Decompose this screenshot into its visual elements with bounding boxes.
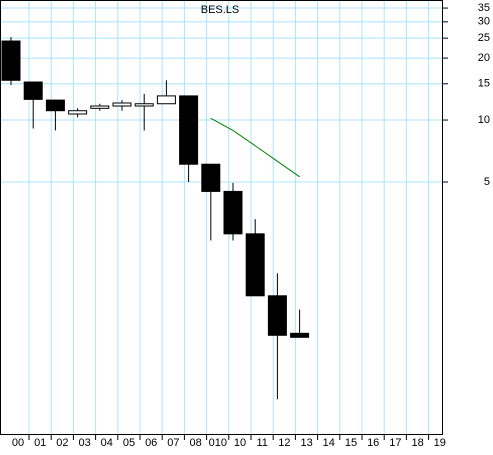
x-tick-label: 12	[278, 437, 290, 449]
x-tick-label: 03	[78, 437, 90, 449]
candle-body	[267, 295, 287, 336]
x-tick-label: 15	[345, 437, 357, 449]
x-tick-label: 19	[434, 437, 446, 449]
candle-body	[68, 110, 88, 115]
x-tick-label: 06	[145, 437, 157, 449]
x-tick-label: 05	[123, 437, 135, 449]
x-tick-label: 17	[389, 437, 401, 449]
x-tick-label: 04	[101, 437, 113, 449]
x-tick-label: 08	[189, 437, 201, 449]
plot-area	[0, 0, 443, 435]
candle-body	[134, 103, 154, 107]
candle-body	[90, 105, 110, 109]
candle-body	[156, 95, 176, 105]
chart-title: BES.LS	[201, 4, 240, 16]
y-tick-label: 30	[478, 16, 490, 28]
y-tick-label: 10	[478, 114, 490, 126]
candle-body	[1, 40, 21, 81]
y-tick-label: 15	[478, 78, 490, 90]
candle-body	[112, 102, 132, 107]
x-tick-label: 18	[411, 437, 423, 449]
x-tick-label: 11	[256, 437, 267, 449]
candle-body	[23, 81, 43, 100]
x-tick-label: 010	[209, 437, 227, 449]
candle-body	[45, 99, 65, 112]
x-tick-label: 16	[367, 437, 379, 449]
y-tick-label: 35	[478, 2, 490, 14]
x-tick-label: 14	[323, 437, 335, 449]
x-tick-label: 07	[167, 437, 179, 449]
y-tick-label: 20	[478, 52, 490, 64]
candle-body	[290, 332, 310, 338]
moving-average-line	[210, 117, 300, 178]
y-tick-label: 5	[484, 176, 490, 188]
x-tick-label: 00	[12, 437, 24, 449]
x-tick-label: 10	[234, 437, 246, 449]
x-tick-label: 01	[34, 437, 46, 449]
candle-body	[201, 163, 221, 192]
plot-border	[0, 0, 443, 435]
candle-body	[179, 95, 199, 165]
candle-body	[223, 190, 243, 235]
y-tick-label: 25	[478, 32, 490, 44]
candle-body	[245, 233, 265, 297]
x-tick-label: 13	[300, 437, 312, 449]
x-tick-label: 02	[56, 437, 68, 449]
